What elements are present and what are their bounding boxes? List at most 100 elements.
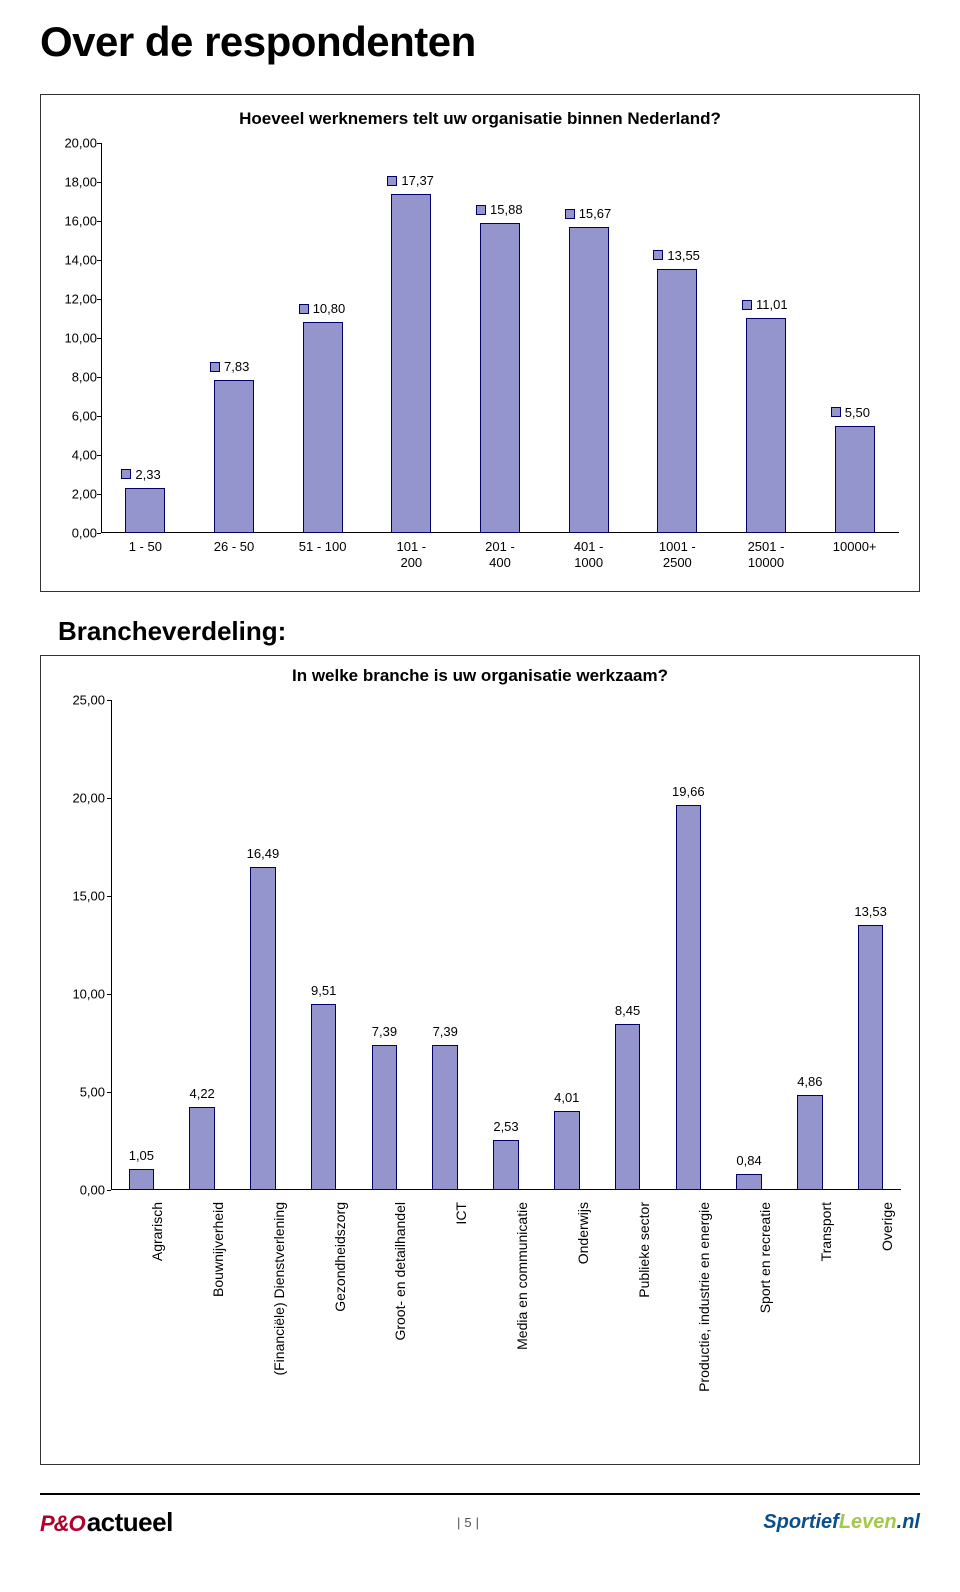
bar xyxy=(432,1045,458,1190)
bar-value-text: 5,50 xyxy=(845,405,870,420)
bar-value-text: 15,88 xyxy=(490,202,523,217)
footer-logo-right: SportiefLeven.nl xyxy=(763,1511,920,1534)
chart-branche: In welke branche is uw organisatie werkz… xyxy=(40,655,920,1465)
chart-employees: Hoeveel werknemers telt uw organisatie b… xyxy=(40,94,920,592)
x-category-label: (Financiële) Dienstverlening xyxy=(269,1202,289,1376)
bar-value-label: 7,83 xyxy=(210,359,249,374)
po-prefix: P&O xyxy=(40,1511,85,1537)
bar-icon: | xyxy=(457,1515,460,1530)
bar-value-text: 10,80 xyxy=(313,301,346,316)
bar xyxy=(858,925,884,1190)
bar xyxy=(129,1169,155,1190)
y-tick-label: 6,00 xyxy=(57,409,97,424)
page-number: | 5 | xyxy=(457,1515,479,1530)
legend-square-icon xyxy=(210,362,220,372)
y-tick-label: 20,00 xyxy=(57,136,97,151)
bar-value-label: 19,66 xyxy=(672,784,705,799)
bar-value-text: 17,37 xyxy=(401,173,434,188)
bar xyxy=(480,223,520,533)
bar-value-label: 15,67 xyxy=(565,206,612,221)
y-tick-label: 8,00 xyxy=(57,370,97,385)
bar xyxy=(493,1140,519,1190)
page-title: Over de respondenten xyxy=(40,18,920,66)
section-heading-branche: Brancheverdeling: xyxy=(58,616,920,647)
bar-value-label: 4,01 xyxy=(554,1090,579,1105)
x-category-label: Transport xyxy=(816,1202,836,1261)
bar-value-label: 13,55 xyxy=(653,248,700,263)
y-axis xyxy=(101,143,102,533)
legend-square-icon xyxy=(653,250,663,260)
bar-value-label: 8,45 xyxy=(615,1003,640,1018)
x-category-label: ICT xyxy=(451,1202,471,1225)
y-tick-label: 20,00 xyxy=(59,791,105,806)
x-category-label: 51 - 100 xyxy=(278,539,367,555)
bar-value-label: 16,49 xyxy=(247,846,280,861)
chart-branche-area: 0,005,0010,0015,0020,0025,001,05Agrarisc… xyxy=(111,700,901,1460)
x-category-label: Productie, industrie en energie xyxy=(694,1202,714,1392)
sportief-text: Sportief xyxy=(763,1511,839,1533)
chart-branche-plot: 0,005,0010,0015,0020,0025,001,05Agrarisc… xyxy=(111,700,901,1190)
bar-value-label: 10,80 xyxy=(299,301,346,316)
bar xyxy=(657,269,697,533)
y-tick-label: 0,00 xyxy=(59,1183,105,1198)
y-tick-label: 0,00 xyxy=(57,526,97,541)
y-tick-label: 2,00 xyxy=(57,487,97,502)
x-category-label: Agrarisch xyxy=(147,1202,167,1261)
x-category-label: 10000+ xyxy=(810,539,899,555)
bar-value-label: 17,37 xyxy=(387,173,434,188)
y-tick-label: 16,00 xyxy=(57,214,97,229)
bar-value-label: 5,50 xyxy=(831,405,870,420)
x-category-label: Media en communicatie xyxy=(512,1202,532,1350)
legend-square-icon xyxy=(742,300,752,310)
x-category-label: Onderwijs xyxy=(573,1202,593,1264)
x-category-label: 2501 -10000 xyxy=(722,539,811,572)
x-category-label: Groot- en detailhandel xyxy=(390,1202,410,1341)
bar-value-label: 9,51 xyxy=(311,983,336,998)
bar xyxy=(746,318,786,533)
x-category-label: 1 - 50 xyxy=(101,539,190,555)
x-category-label: Overige xyxy=(877,1202,897,1251)
y-tick-label: 25,00 xyxy=(59,693,105,708)
footer-logo-left: P&Oactueel xyxy=(40,1507,173,1538)
bar xyxy=(736,1174,762,1190)
y-tick-label: 15,00 xyxy=(59,889,105,904)
x-category-label: Bouwnijverheid xyxy=(208,1202,228,1297)
page-footer: P&Oactueel | 5 | SportiefLeven.nl xyxy=(40,1493,920,1539)
bar-icon: | xyxy=(476,1515,479,1530)
y-tick-label: 4,00 xyxy=(57,448,97,463)
legend-square-icon xyxy=(121,469,131,479)
y-axis xyxy=(111,700,112,1190)
x-category-label: Sport en recreatie xyxy=(755,1202,775,1313)
bar xyxy=(676,805,702,1190)
bar xyxy=(554,1111,580,1190)
x-category-label: 401 -1000 xyxy=(544,539,633,572)
x-category-label: 1001 -2500 xyxy=(633,539,722,572)
x-category-label: Gezondheidszorg xyxy=(330,1202,350,1312)
nl-text: .nl xyxy=(897,1511,920,1533)
y-tick-label: 10,00 xyxy=(57,331,97,346)
bar xyxy=(189,1107,215,1190)
bar-value-label: 4,22 xyxy=(189,1086,214,1101)
bar xyxy=(569,227,609,533)
chart-employees-area: 0,002,004,006,008,0010,0012,0014,0016,00… xyxy=(101,143,899,583)
bar-value-label: 7,39 xyxy=(433,1024,458,1039)
legend-square-icon xyxy=(831,407,841,417)
legend-square-icon xyxy=(565,209,575,219)
bar xyxy=(303,322,343,533)
x-category-label: 201 -400 xyxy=(456,539,545,572)
bar-value-text: 13,55 xyxy=(667,248,700,263)
bar-value-label: 1,05 xyxy=(129,1148,154,1163)
chart-employees-title: Hoeveel werknemers telt uw organisatie b… xyxy=(51,109,909,129)
bar xyxy=(250,867,276,1190)
bar-value-label: 2,33 xyxy=(121,467,160,482)
y-tick-label: 14,00 xyxy=(57,253,97,268)
bar-value-label: 15,88 xyxy=(476,202,523,217)
bar xyxy=(311,1004,337,1190)
bar-value-text: 11,01 xyxy=(756,297,788,312)
bar-value-text: 2,33 xyxy=(135,467,160,482)
bar-value-text: 15,67 xyxy=(579,206,612,221)
bar-value-label: 4,86 xyxy=(797,1074,822,1089)
bar xyxy=(372,1045,398,1190)
legend-square-icon xyxy=(299,304,309,314)
y-tick-label: 18,00 xyxy=(57,175,97,190)
